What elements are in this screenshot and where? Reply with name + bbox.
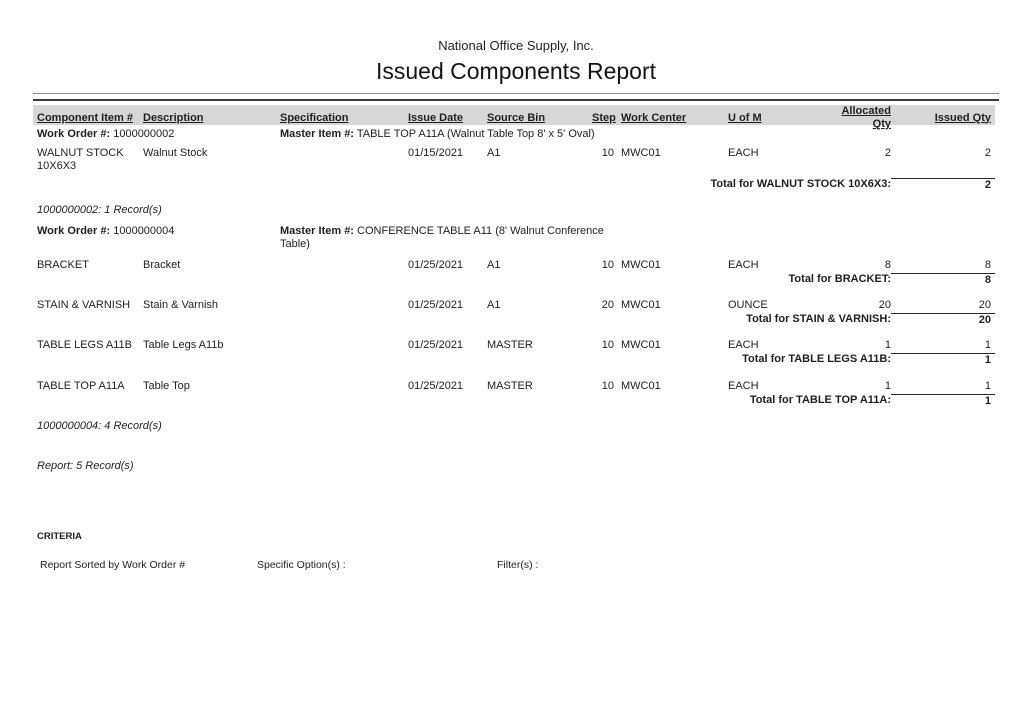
cell-work-center: MWC01: [621, 147, 661, 159]
cell-step: 10: [601, 339, 614, 351]
cell-allocated-qty: 1: [884, 380, 891, 392]
cell-work-center: MWC01: [621, 339, 661, 351]
component-total-value: 8: [891, 273, 995, 287]
criteria-row: Report Sorted by Work Order # Specific O…: [33, 559, 999, 572]
cell-u-of-m: EACH: [728, 259, 759, 271]
component-total-value: 1: [891, 394, 995, 408]
cell-component-item: TABLE TOP A11A: [37, 380, 125, 392]
column-header-allocated-qty: Allocated Qty: [841, 105, 891, 130]
table-top-rule: [33, 93, 999, 101]
cell-issue-date: 01/25/2021: [408, 299, 464, 311]
cell-allocated-qty: 20: [878, 299, 891, 311]
cell-work-center: MWC01: [621, 299, 661, 311]
work-order-header-row: Work Order #: 1000000004 Master Item #: …: [33, 225, 995, 251]
component-total-label: Total for BRACKET:: [788, 273, 891, 285]
cell-source-bin: A1: [487, 147, 501, 159]
cell-issue-date: 01/25/2021: [408, 380, 464, 392]
cell-specification: [276, 147, 404, 173]
cell-specification: [276, 299, 404, 312]
component-total-label: Total for TABLE TOP A11A:: [749, 394, 891, 406]
column-header-u-of-m: U of M: [728, 111, 762, 124]
component-total-row: Total for WALNUT STOCK 10X6X3: 2: [33, 178, 995, 192]
cell-issue-date: 01/25/2021: [408, 259, 464, 271]
cell-description: Bracket: [143, 259, 181, 271]
cell-allocated-qty: 1: [884, 339, 891, 351]
cell-component-item: TABLE LEGS A11B: [37, 339, 132, 351]
table-row: BRACKET Bracket 01/25/2021 A1 10 MWC01 E…: [33, 259, 995, 272]
cell-source-bin: A1: [487, 259, 501, 271]
cell-allocated-qty: 2: [884, 147, 891, 159]
work-order-number: Work Order #: 1000000002: [37, 128, 175, 140]
cell-source-bin: A1: [487, 299, 501, 311]
column-header-step: Step: [592, 111, 616, 124]
cell-work-center: MWC01: [621, 380, 661, 392]
work-order-header-row: Work Order #: 1000000002 Master Item #: …: [33, 128, 995, 141]
cell-u-of-m: EACH: [728, 147, 759, 159]
cell-issued-qty: 1: [984, 339, 991, 351]
cell-description: Stain & Varnish: [143, 299, 219, 311]
cell-work-center: MWC01: [621, 259, 661, 271]
cell-issued-qty: 20: [978, 299, 991, 311]
column-header-issued-qty: Issued Qty: [934, 111, 991, 124]
group-record-count: 1000000002: 1 Record(s): [37, 204, 162, 216]
criteria-heading: CRITERIA: [37, 531, 82, 542]
cell-issue-date: 01/15/2021: [408, 147, 464, 159]
table-row: WALNUT STOCK 10X6X3 Walnut Stock 01/15/2…: [33, 147, 995, 173]
report-title: Issued Components Report: [376, 58, 656, 84]
master-item: Master Item #: TABLE TOP A11A (Walnut Ta…: [280, 128, 595, 140]
cell-source-bin: MASTER: [487, 339, 533, 351]
cell-component-item: WALNUT STOCK 10X6X3: [37, 147, 124, 172]
component-total-row: Total for STAIN & VARNISH: 20: [33, 313, 995, 327]
table-row: STAIN & VARNISH Stain & Varnish 01/25/20…: [33, 299, 995, 312]
component-total-row: Total for BRACKET: 8: [33, 273, 995, 287]
cell-u-of-m: EACH: [728, 339, 759, 351]
cell-component-item: BRACKET: [37, 259, 89, 271]
criteria-sorted-by: Report Sorted by Work Order #: [40, 559, 186, 571]
cell-specification: [276, 380, 404, 393]
table-header-row: Component Item # Description Specificati…: [33, 105, 995, 130]
table-row: TABLE TOP A11A Table Top 01/25/2021 MAST…: [33, 380, 995, 393]
cell-specification: [276, 339, 404, 352]
column-header-description: Description: [143, 111, 204, 124]
master-item: Master Item #: CONFERENCE TABLE A11 (8' …: [280, 225, 604, 250]
cell-step: 10: [601, 147, 614, 159]
cell-description: Table Top: [143, 380, 190, 392]
column-header-specification: Specification: [280, 111, 349, 124]
cell-step: 20: [601, 299, 614, 311]
cell-issue-date: 01/25/2021: [408, 339, 464, 351]
cell-allocated-qty: 8: [884, 259, 891, 271]
column-header-source-bin: Source Bin: [487, 111, 546, 124]
component-total-row: Total for TABLE LEGS A11B: 1: [33, 353, 995, 367]
cell-step: 10: [601, 380, 614, 392]
component-total-value: 1: [891, 353, 995, 367]
criteria-specific-options-label: Specific Option(s) :: [257, 559, 346, 571]
cell-component-item: STAIN & VARNISH: [37, 299, 131, 311]
criteria-filters-label: Filter(s) :: [497, 559, 539, 571]
column-header-issue-date: Issue Date: [408, 111, 464, 124]
cell-description: Table Legs A11b: [143, 339, 224, 351]
report-record-count: Report: 5 Record(s): [37, 460, 134, 472]
cell-issued-qty: 1: [984, 380, 991, 392]
cell-specification: [276, 259, 404, 272]
table-row: TABLE LEGS A11B Table Legs A11b 01/25/20…: [33, 339, 995, 352]
work-order-number: Work Order #: 1000000004: [37, 225, 175, 237]
column-header-component-item: Component Item #: [37, 111, 133, 124]
component-total-value: 2: [891, 178, 995, 192]
cell-description: Walnut Stock: [143, 147, 208, 159]
cell-step: 10: [601, 259, 614, 271]
cell-u-of-m: EACH: [728, 380, 759, 392]
cell-u-of-m: OUNCE: [728, 299, 768, 311]
cell-source-bin: MASTER: [487, 380, 533, 392]
cell-issued-qty: 8: [984, 259, 991, 271]
component-total-label: Total for WALNUT STOCK 10X6X3:: [710, 178, 891, 190]
component-total-label: Total for TABLE LEGS A11B:: [742, 353, 891, 365]
cell-issued-qty: 2: [984, 147, 991, 159]
component-total-row: Total for TABLE TOP A11A: 1: [33, 394, 995, 408]
group-record-count: 1000000004: 4 Record(s): [37, 420, 162, 432]
component-total-value: 20: [891, 313, 995, 327]
column-header-work-center: Work Center: [621, 111, 687, 124]
company-name: National Office Supply, Inc.: [438, 38, 594, 53]
component-total-label: Total for STAIN & VARNISH:: [746, 313, 891, 325]
